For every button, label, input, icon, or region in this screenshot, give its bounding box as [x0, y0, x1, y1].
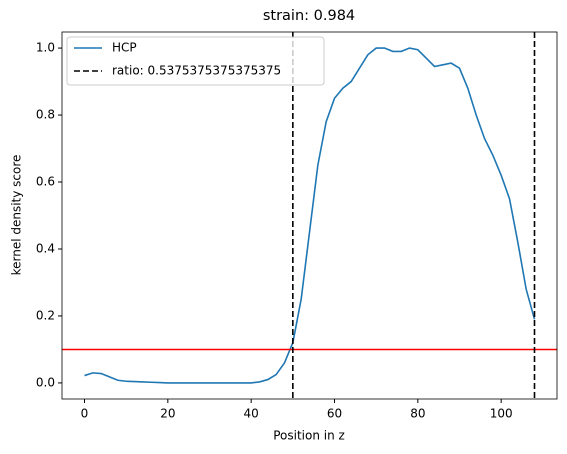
- x-tick-label: 40: [244, 407, 259, 421]
- legend-label: HCP: [112, 41, 137, 55]
- y-tick-label: 0.6: [36, 175, 55, 189]
- y-tick-label: 0.8: [36, 108, 55, 122]
- plot-frame: [61, 31, 558, 400]
- x-tick-label: 20: [160, 407, 175, 421]
- line-series: [84, 47, 536, 384]
- y-axis-label: kernel density score: [10, 155, 24, 276]
- x-tick-label: 80: [410, 407, 425, 421]
- x-axis-label: Position in z: [273, 429, 345, 443]
- legend-box: [66, 36, 325, 86]
- chart-title: strain: 0.984: [263, 8, 355, 24]
- y-tick-label: 0.2: [36, 308, 55, 322]
- y-tick-label: 1.0: [36, 41, 55, 55]
- x-tick-label: 60: [327, 407, 342, 421]
- x-tick-label: 100: [490, 407, 513, 421]
- legend-label: ratio: 0.5375375375375375: [112, 64, 281, 78]
- y-tick-label: 0.4: [36, 241, 55, 255]
- y-tick-label: 0.0: [36, 375, 55, 389]
- x-tick-label: 0: [81, 407, 89, 421]
